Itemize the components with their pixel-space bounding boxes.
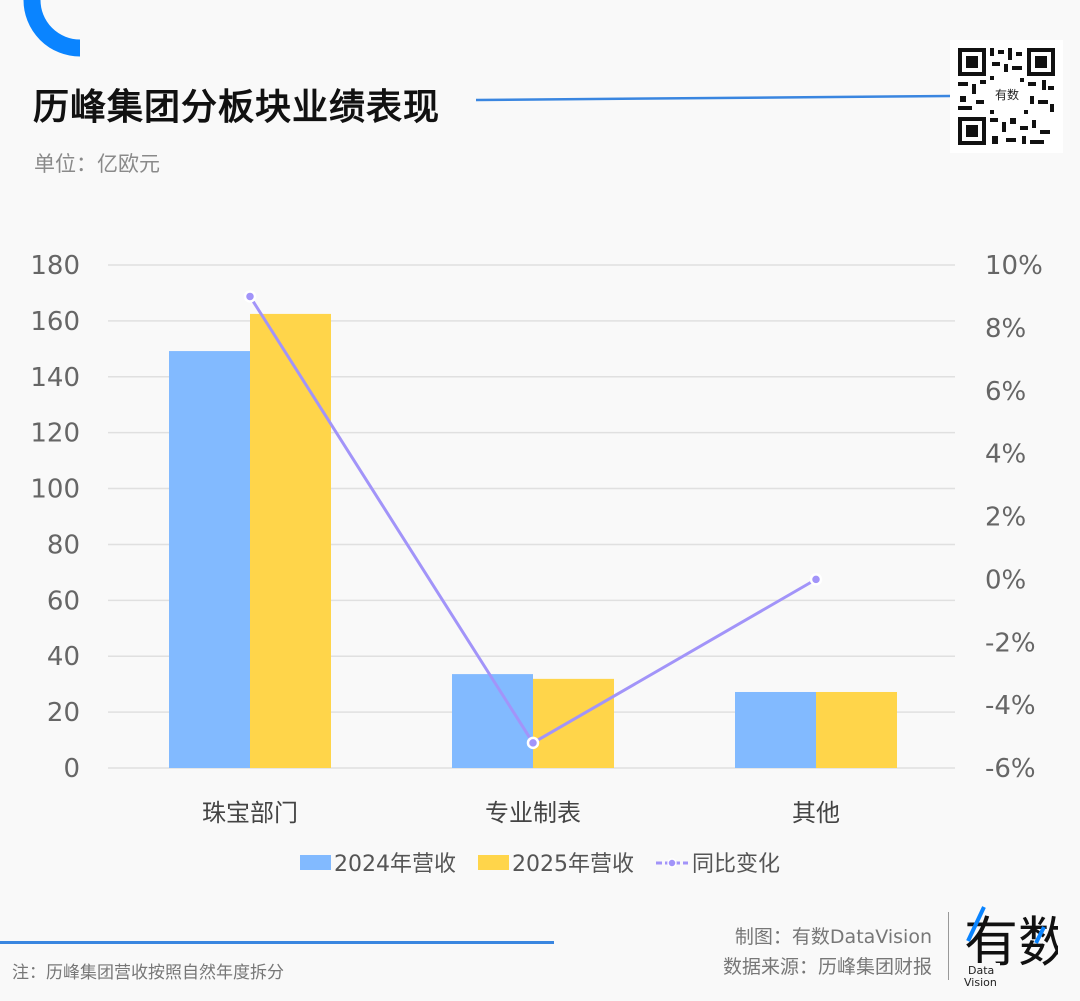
brand-en-vision: Vision (964, 976, 997, 989)
y-tick-right: -4% (985, 691, 1036, 721)
y-tick-right: 10% (985, 251, 1043, 281)
y-tick-left: 160 (30, 307, 80, 337)
yoy-point[interactable] (809, 573, 823, 586)
legend-swatch-2025-icon (477, 854, 509, 870)
footer-vertical-divider (948, 912, 949, 980)
yoy-point[interactable] (243, 290, 257, 303)
y-tick-left: 20 (47, 698, 80, 728)
legend-item-yoy[interactable]: 同比变化 (655, 846, 780, 878)
footer-divider-line (0, 941, 554, 944)
brand-en-data: Data (968, 964, 994, 977)
qr-logo-text: 有数 (992, 84, 1022, 106)
y-tick-left: 40 (47, 642, 80, 672)
credit-data-source: 数据来源：历峰集团财报 (722, 956, 932, 978)
y-tick-right: 0% (985, 565, 1026, 595)
chart-legend: 2024年营收 2025年营收 同比变化 (0, 846, 1080, 878)
credits: 制图：有数DataVision 数据来源：历峰集团财报 (723, 922, 932, 982)
legend-label-2024: 2024年营收 (333, 852, 456, 877)
credit-chart-by: 制图：有数DataVision (734, 926, 932, 948)
yoy-point[interactable] (526, 736, 540, 750)
x-axis-label-jewelry: 珠宝部门 (202, 799, 298, 827)
y-tick-right: 4% (985, 440, 1026, 470)
x-axis-label-other: 其他 (792, 799, 840, 827)
y-tick-right: -2% (985, 628, 1036, 658)
y-tick-right: 2% (985, 503, 1026, 533)
bar-2024年营收[interactable] (735, 691, 816, 768)
legend-label-yoy: 同比变化 (691, 852, 780, 877)
legend-swatch-2024-icon (299, 854, 331, 870)
datavision-logo-icon: 有数 Data Vision (964, 906, 1058, 989)
x-axis-label-watches: 专业制表 (485, 799, 581, 827)
legend-line-dot-icon (655, 857, 688, 868)
legend-item-2024[interactable]: 2024年营收 (299, 846, 456, 878)
unit-label: 单位：亿欧元 (34, 152, 160, 176)
y-tick-left: 180 (30, 251, 80, 281)
qr-code[interactable]: 有数 (950, 40, 1063, 153)
yoy-line-series (243, 290, 823, 750)
y-tick-left: 100 (30, 475, 80, 505)
y-tick-left: 0 (63, 754, 80, 784)
y-tick-right: -6% (985, 754, 1036, 784)
right-y-axis: -6% -4% -2% 0% 2% 4% 6% 8% 10% (985, 251, 1043, 784)
page-title: 历峰集团分板块业绩表现 (33, 87, 441, 128)
y-tick-left: 140 (30, 363, 80, 393)
footnote: 注：历峰集团营收按照自然年度拆分 (12, 963, 284, 983)
legend-item-2025[interactable]: 2025年营收 (477, 846, 634, 878)
bar-line-chart: 0 20 40 60 80 100 120 140 160 180 -6% -4% -2% 0% 2% 4%… (30, 251, 1043, 784)
y-tick-right: 6% (985, 377, 1026, 407)
bar-2025年营收[interactable] (816, 691, 897, 768)
qr-code-pattern-icon (958, 48, 1055, 145)
corner-arc-decoration (23, 0, 81, 57)
bar-2025年营收[interactable] (250, 313, 331, 768)
legend-label-2025: 2025年营收 (511, 852, 634, 877)
y-tick-right: 8% (985, 314, 1026, 344)
y-tick-left: 80 (47, 530, 80, 560)
left-y-axis: 0 20 40 60 80 100 120 140 160 180 (30, 251, 80, 784)
bar-2025年营收[interactable] (533, 678, 614, 768)
y-tick-left: 120 (30, 419, 80, 449)
bars (169, 313, 897, 768)
y-tick-left: 60 (47, 586, 80, 616)
bar-2024年营收[interactable] (169, 351, 250, 768)
